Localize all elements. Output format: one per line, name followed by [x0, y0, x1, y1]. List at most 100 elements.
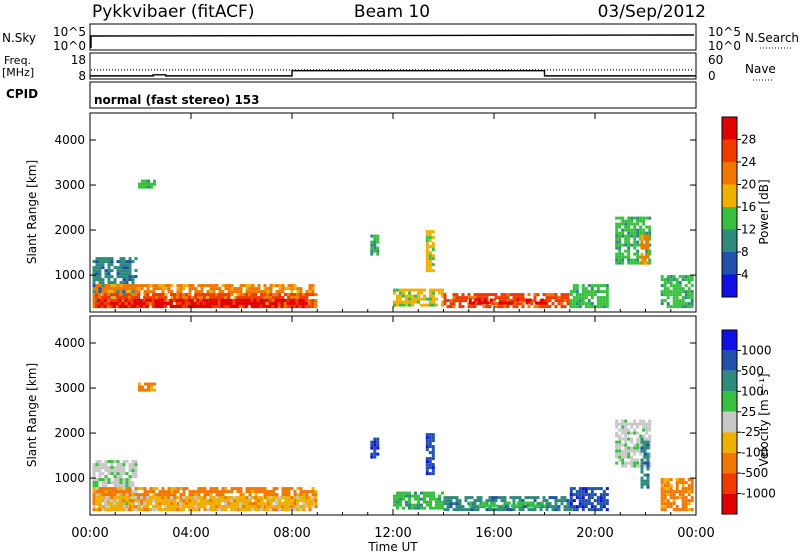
heatmap-cell-region-10	[581, 290, 585, 294]
heatmap-cell-region-5	[408, 500, 411, 504]
heatmap-cell-region-1	[134, 290, 138, 294]
heatmap-cell-region-10	[621, 458, 625, 462]
heatmap-cell-region-1	[155, 287, 159, 291]
heatmap-cell-region-9	[578, 499, 582, 503]
heatmap-cell-region-3	[154, 304, 158, 308]
heatmap-cell-region-7	[569, 508, 573, 512]
heatmap-cell-region-9	[581, 505, 585, 509]
heatmap-cell-region-2	[158, 296, 162, 300]
heatmap-cell-region-2	[98, 496, 101, 500]
heatmap-cell-region-10	[590, 305, 594, 309]
heatmap-cell-region-7	[554, 508, 558, 512]
noise-left-label: N.Sky	[2, 31, 36, 45]
heatmap-cell-region-5	[408, 503, 411, 507]
heatmap-cell-region-1	[281, 505, 285, 509]
heatmap-cell-region-11	[627, 258, 631, 262]
heatmap-cell-region-1	[281, 493, 285, 497]
heatmap-cell-region-1	[206, 490, 210, 494]
heatmap-cell-region-8	[527, 293, 531, 297]
heatmap-cell-region-13	[675, 293, 679, 297]
heatmap-cell-region-10	[633, 452, 637, 456]
heatmap-cell-region-1	[257, 499, 261, 503]
heatmap-cell-region-5	[423, 500, 426, 504]
heatmap-cell-region-11	[642, 231, 646, 235]
heatmap-cell-region-6	[423, 294, 426, 298]
heatmap-cell-region-2	[308, 502, 312, 506]
heatmap-cell-region-7	[461, 508, 465, 512]
heatmap-cell-region-2	[296, 299, 300, 303]
heatmap-cell-region-12	[660, 508, 664, 512]
heatmap-cell-region-10	[630, 458, 634, 462]
heatmap-cell-region-12	[663, 487, 667, 491]
colorbar-frame	[721, 329, 738, 515]
heatmap-cell-region-1	[260, 487, 264, 491]
heatmap-cell-region-2	[176, 296, 180, 300]
heatmap-cell-region-2	[287, 508, 291, 512]
heatmap-cell-region-8	[545, 293, 549, 297]
heatmap-cell-region-1	[143, 490, 147, 494]
heatmap-cell-region-9	[543, 301, 547, 305]
heatmap-cell-region-2	[179, 296, 183, 300]
heatmap-cell-region-8	[506, 293, 510, 297]
heatmap-cell-region-10	[642, 425, 646, 429]
heatmap-cell-region-1	[221, 493, 225, 497]
heatmap-cell-region-13	[663, 293, 667, 297]
heatmap-cell-region-10	[578, 305, 582, 309]
heatmap-cell-region-10	[618, 437, 622, 441]
heatmap-cell-region-13	[681, 302, 685, 306]
heatmap-cell-region-13	[666, 296, 670, 300]
heatmap-cell-region-8	[521, 305, 525, 309]
heatmap-cell-region-2	[152, 302, 156, 306]
heatmap-cell-region-2	[167, 499, 171, 503]
heatmap-cell-region-6	[441, 291, 444, 295]
heatmap-cell-region-1	[266, 493, 270, 497]
heatmap-cell-region-9	[572, 493, 576, 497]
heatmap-cell-region-2	[251, 299, 255, 303]
heatmap-cell-region-2	[218, 496, 222, 500]
colorbar-swatch	[722, 139, 737, 162]
heatmap-cell-region-10	[615, 431, 619, 435]
heatmap-cell-region-1	[167, 493, 171, 497]
heatmap-cell-region-10	[605, 296, 609, 300]
colorbar-swatch	[722, 184, 737, 207]
heatmap-cell-region-2	[311, 299, 315, 303]
nave-tick-top: 60	[708, 53, 723, 67]
heatmap-cell-region-1	[134, 505, 138, 509]
heatmap-cell-region-7	[518, 496, 522, 500]
heatmap-cell-region-0	[122, 481, 126, 485]
heatmap-cell-region-13	[669, 290, 673, 294]
heatmap-cell-region-5	[408, 497, 411, 501]
heatmap-cell-region-10	[615, 443, 619, 447]
heatmap-cell-region-2	[197, 302, 201, 306]
heatmap-cell-region-13	[675, 296, 679, 300]
heatmap-cell-region-10	[615, 422, 619, 426]
heatmap-cell-region-1	[140, 502, 144, 506]
heatmap-cell-region-1	[116, 287, 120, 291]
heatmap-cell-region-8	[504, 501, 508, 505]
heatmap-cell-region-5	[426, 503, 429, 507]
heatmap-cell-region-3	[250, 304, 254, 308]
heatmap-cell-region-2	[308, 505, 312, 509]
heatmap-cell-region-7	[554, 496, 558, 500]
heatmap-cell-region-11	[618, 261, 622, 265]
heatmap-cell-region-2	[182, 496, 186, 500]
heatmap-cell-region-7	[476, 508, 480, 512]
heatmap-cell-region-1	[179, 287, 183, 291]
heatmap-cell-region-10	[572, 296, 576, 300]
heatmap-cell-region-9	[599, 499, 603, 503]
heatmap-cell-region-8	[479, 296, 483, 300]
heatmap-cell-region-10	[621, 428, 625, 432]
heatmap-cell-region-5	[376, 246, 380, 250]
heatmap-cell-region-8	[501, 504, 505, 508]
heatmap-cell-region-2	[284, 496, 288, 500]
heatmap-cell-region-4	[147, 182, 150, 186]
heatmap-cell-region-2	[230, 505, 234, 509]
heatmap-cell-region-11	[633, 258, 637, 262]
colorbar-tick-label: -500	[741, 466, 768, 480]
heatmap-cell-region-7	[446, 505, 450, 509]
heatmap-cell-region-12	[640, 252, 644, 256]
heatmap-cell-region-1	[218, 490, 222, 494]
heatmap-cell-region-0	[116, 472, 120, 476]
heatmap-cell-region-0	[92, 478, 96, 482]
heatmap-cell-region-12	[669, 484, 673, 488]
